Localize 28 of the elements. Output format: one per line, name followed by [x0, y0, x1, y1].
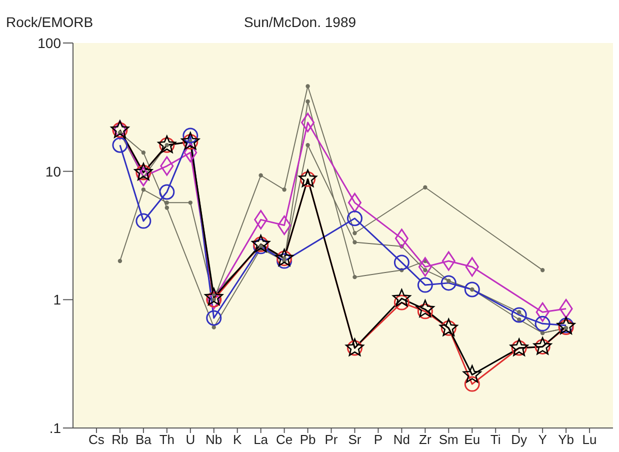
x-tick-label: Rb — [112, 432, 128, 448]
y-tick-label: .1 — [49, 420, 62, 436]
x-tick-label: Ba — [135, 432, 152, 448]
x-tick-label: Ti — [490, 432, 501, 448]
x-tick-label: Th — [159, 432, 174, 448]
x-tick-label: Eu — [464, 432, 480, 448]
x-tick-label: Nd — [393, 432, 410, 448]
x-tick-label: Cs — [88, 432, 105, 448]
y-tick-label: 1 — [53, 292, 62, 308]
y-tick-label: 100 — [38, 34, 62, 51]
chart-title: Sun/McDon. 1989 — [242, 14, 358, 30]
x-tick-label: Nb — [206, 432, 222, 448]
x-tick-label: Y — [538, 432, 548, 448]
y-tick-label: 10 — [45, 163, 62, 180]
x-tick-label: Sm — [438, 432, 458, 448]
x-tick-label: Ce — [276, 432, 293, 448]
x-tick-label: Zr — [419, 432, 432, 448]
x-tick-label: La — [254, 432, 269, 448]
x-tick-label: P — [374, 432, 383, 448]
x-tick-label: U — [186, 432, 196, 448]
y-axis-title: Rock/EMORB — [6, 14, 94, 30]
x-tick-label: Pb — [300, 432, 316, 448]
x-tick-label: Sr — [348, 432, 362, 448]
x-tick-label: Yb — [558, 432, 574, 448]
x-tick-label: Lu — [582, 432, 597, 448]
x-tick-label: Pr — [324, 432, 338, 448]
x-tick-label: K — [233, 432, 242, 448]
x-tick-label: Dy — [511, 432, 528, 448]
